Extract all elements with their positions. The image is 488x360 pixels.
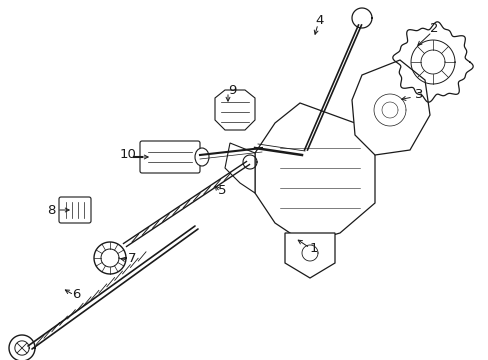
FancyBboxPatch shape	[59, 197, 91, 223]
Polygon shape	[215, 90, 254, 130]
Polygon shape	[224, 143, 254, 193]
Text: 1: 1	[309, 242, 318, 255]
Polygon shape	[351, 60, 429, 155]
Polygon shape	[285, 149, 317, 169]
Polygon shape	[285, 233, 334, 278]
Text: 5: 5	[218, 184, 226, 197]
Text: 10: 10	[119, 148, 136, 162]
Text: 9: 9	[227, 84, 236, 96]
Polygon shape	[254, 103, 374, 243]
Text: 6: 6	[72, 288, 80, 302]
FancyBboxPatch shape	[140, 141, 200, 173]
Text: 8: 8	[46, 203, 55, 216]
Text: 7: 7	[128, 252, 136, 265]
Ellipse shape	[195, 148, 208, 166]
Text: 3: 3	[414, 89, 423, 102]
Text: 2: 2	[429, 22, 438, 35]
Text: 4: 4	[314, 13, 323, 27]
